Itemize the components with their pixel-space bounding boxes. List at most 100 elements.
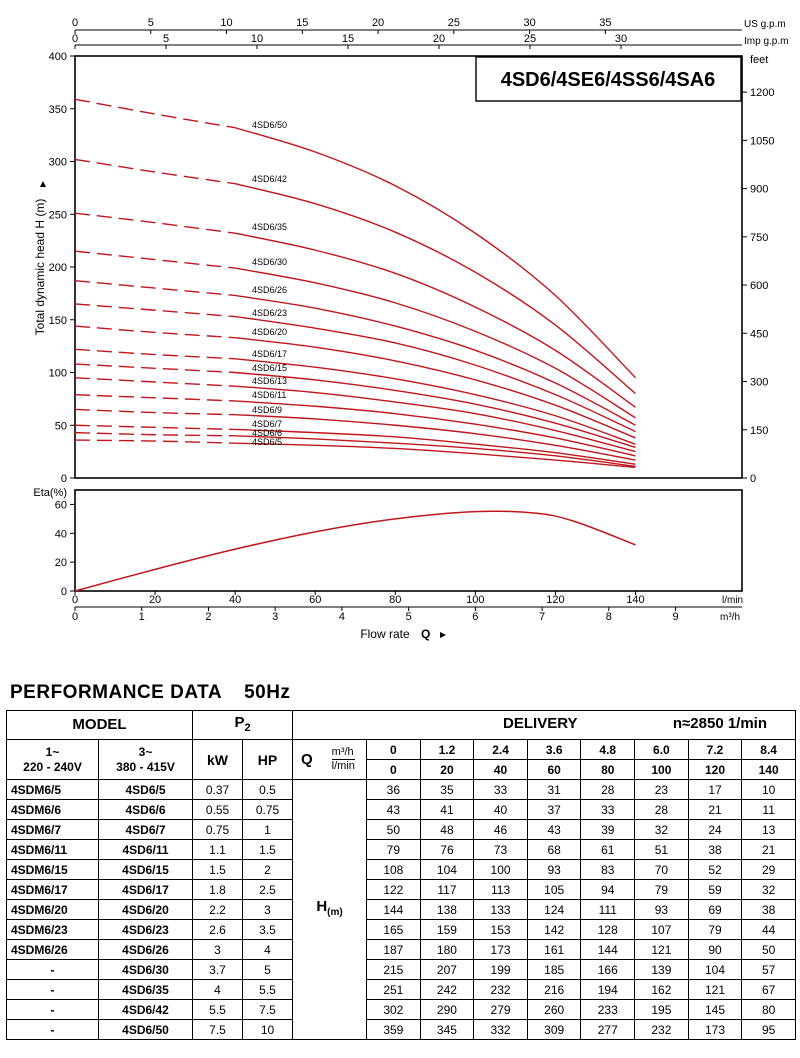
head-curve xyxy=(235,385,636,453)
model-header: MODEL xyxy=(5,710,194,740)
head-value: 108 xyxy=(366,859,421,880)
head-curve-panel: 4003503002502001501005001200105090075060… xyxy=(33,17,788,485)
head-value: 207 xyxy=(419,959,475,980)
power-hp: 1 xyxy=(242,819,294,840)
power-kw: 3.7 xyxy=(192,959,244,980)
us-tick-label: 20 xyxy=(372,17,384,29)
model-3ph: 4SD6/26 xyxy=(97,939,194,960)
model-3ph: 4SD6/6 xyxy=(97,799,194,820)
head-unit: (m) xyxy=(327,906,343,918)
head-value: 24 xyxy=(687,819,743,840)
head-value: 128 xyxy=(580,919,636,940)
curve-label: 4SD6/50 xyxy=(252,120,287,130)
curve-label: 4SD6/5 xyxy=(252,437,282,447)
head-value: 32 xyxy=(634,819,689,840)
curve-label: 4SD6/13 xyxy=(252,376,287,386)
power-kw: 1.5 xyxy=(192,859,244,880)
p2-header-sub: 2 xyxy=(244,721,251,734)
head-value: 50 xyxy=(741,939,796,960)
head-value: 144 xyxy=(580,939,636,960)
head-value: 33 xyxy=(473,779,528,800)
head-value: 153 xyxy=(473,919,528,940)
delivery-header: DELIVERY n≈2850 1/min xyxy=(292,710,796,740)
table-header-row-2: 1~ 220 - 240V 3~ 380 - 415V kW HP Q m³/h l/… xyxy=(6,739,796,780)
head-value: 104 xyxy=(419,859,475,880)
head-value: 73 xyxy=(473,839,528,860)
head-label-cell: H(m) xyxy=(292,779,368,1040)
head-curve xyxy=(235,442,636,469)
head-curve-dashed xyxy=(74,377,236,387)
us-tick-label: 35 xyxy=(599,17,611,29)
power-hp: 5.5 xyxy=(242,979,294,1000)
q-lmin-value: 140 xyxy=(741,759,796,780)
model-1ph: - xyxy=(6,999,99,1020)
model-1ph: 4SDM6/5 xyxy=(6,779,99,800)
eta-y-tick-label: 20 xyxy=(55,557,67,569)
power-hp: 2 xyxy=(242,859,294,880)
three-phase-header: 3~ 380 - 415V xyxy=(97,739,194,780)
hp-header: HP xyxy=(242,739,294,780)
model-3ph: 4SD6/5 xyxy=(97,779,194,800)
head-value: 41 xyxy=(419,799,475,820)
q-m3h-value: 2.4 xyxy=(473,739,528,760)
head-curve xyxy=(235,435,636,468)
m3h-tick-label: 6 xyxy=(472,611,478,623)
model-3ph: 4SD6/7 xyxy=(97,819,194,840)
curve-label: 4SD6/11 xyxy=(252,390,286,400)
head-value: 279 xyxy=(473,999,528,1020)
head-value: 290 xyxy=(419,999,475,1020)
head-value: 122 xyxy=(366,879,421,900)
head-curve xyxy=(235,400,636,457)
m3h-unit: m³/h xyxy=(720,612,740,623)
performance-table: MODEL P2 DELIVERY n≈2850 1/min 1~ 220 - 2… xyxy=(5,710,796,1040)
head-value: 31 xyxy=(526,779,582,800)
y-tick-label: 300 xyxy=(49,157,67,169)
curve-label: 4SD6/7 xyxy=(252,419,282,429)
model-1ph: 4SDM6/23 xyxy=(6,919,99,940)
head-value: 94 xyxy=(580,879,636,900)
head-value: 69 xyxy=(687,899,743,920)
head-value: 124 xyxy=(526,899,582,920)
model-1ph: - xyxy=(6,1019,99,1040)
head-curve xyxy=(234,127,637,379)
head-curve-dashed xyxy=(74,424,236,431)
head-value: 10 xyxy=(741,779,796,800)
lmin-tick-label: 80 xyxy=(389,594,401,606)
head-value: 117 xyxy=(419,879,475,900)
head-value: 48 xyxy=(419,819,475,840)
head-value: 166 xyxy=(580,959,636,980)
head-curve xyxy=(235,336,636,439)
p2-header: P2 xyxy=(192,710,294,740)
head-value: 43 xyxy=(366,799,421,820)
head-curve xyxy=(235,315,636,433)
m3h-tick-label: 0 xyxy=(72,611,78,623)
table-row: -4SD6/42 5.5 7.5 302 290 279 260 233 195 145 80 xyxy=(6,999,796,1020)
imp-tick-label: 0 xyxy=(72,33,78,45)
head-value: 52 xyxy=(687,859,743,880)
head-value: 29 xyxy=(741,859,796,880)
pump-performance-chart: 4003503002502001501005001200105090075060… xyxy=(33,17,788,641)
us-gpm-unit: US g.p.m xyxy=(744,19,786,30)
y2-tick-label: 900 xyxy=(750,184,768,196)
model-1ph: 4SDM6/15 xyxy=(6,859,99,880)
eta-y-tick-label: 40 xyxy=(55,528,67,540)
model-1ph: 4SDM6/11 xyxy=(6,839,99,860)
imp-gpm-unit: Imp g.p.m xyxy=(744,36,788,47)
head-value: 11 xyxy=(741,799,796,820)
lmin-tick-label: 0 xyxy=(72,594,78,606)
head-curve-dashed xyxy=(74,212,236,234)
y2-tick-label: 1050 xyxy=(750,135,774,147)
imp-tick-label: 15 xyxy=(342,33,354,45)
head-value: 113 xyxy=(473,879,528,900)
table-row: 4SDM6/15 4SD6/15 1.5 2 108 104 100 93 83 70 52 29 xyxy=(6,859,796,880)
head-curve-dashed xyxy=(74,280,236,297)
head-value: 138 xyxy=(419,899,475,920)
head-value: 194 xyxy=(580,979,636,1000)
us-tick-label: 30 xyxy=(523,17,535,29)
kw-header: kW xyxy=(192,739,244,780)
head-value: 17 xyxy=(687,779,743,800)
q-lmin-value: 120 xyxy=(687,759,743,780)
frequency-label: 50Hz xyxy=(244,682,291,703)
power-hp: 10 xyxy=(242,1019,294,1040)
head-value: 39 xyxy=(580,819,636,840)
